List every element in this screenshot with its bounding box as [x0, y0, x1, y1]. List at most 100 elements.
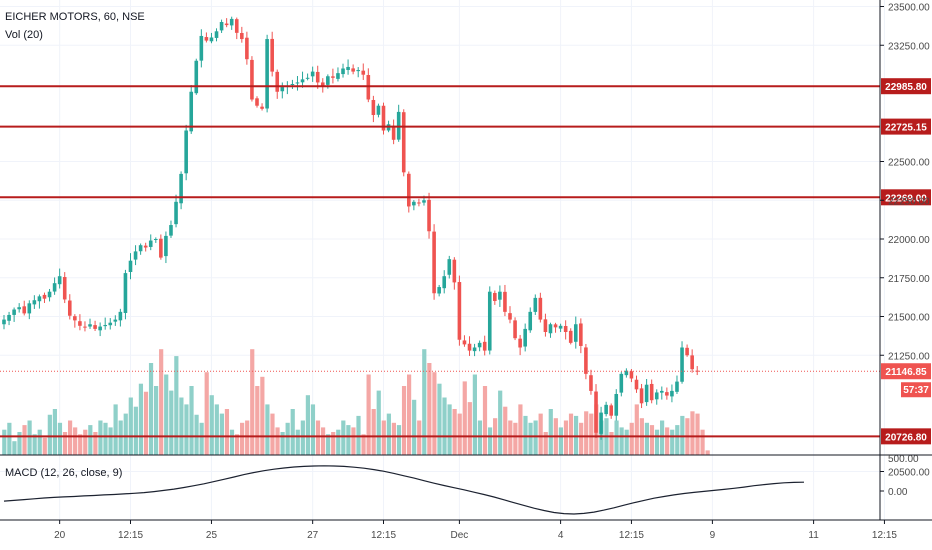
candle-body — [660, 390, 664, 393]
volume-bars — [2, 349, 710, 455]
candle-body — [553, 324, 558, 328]
candle-body — [234, 19, 239, 33]
volume-bar — [584, 411, 589, 455]
volume-bar — [675, 425, 680, 455]
volume-bar — [366, 374, 371, 455]
volume-bar — [568, 413, 574, 455]
volume-bar — [73, 427, 78, 455]
time-tick-label: 11 — [808, 530, 819, 541]
candle-body — [138, 245, 143, 252]
volume-bar — [660, 420, 665, 455]
candle-body — [361, 70, 366, 75]
volume-bar — [361, 434, 366, 455]
candle-body — [78, 321, 82, 326]
candle-body — [245, 37, 249, 60]
candle-body — [52, 283, 57, 292]
candle-body — [472, 347, 477, 352]
candle-body — [609, 405, 613, 416]
candle-body — [579, 323, 583, 346]
macd-tick-label: 0.00 — [888, 487, 908, 498]
volume-bar — [508, 420, 513, 455]
candle-body — [447, 259, 452, 275]
volume-bar — [543, 432, 548, 455]
candle-body — [680, 347, 684, 382]
candle-body — [619, 373, 624, 393]
volume-bar — [52, 409, 57, 455]
time-tick-label: 12:15 — [118, 530, 143, 541]
volume-bar — [67, 420, 73, 455]
volume-bar — [305, 395, 310, 455]
candle-body — [685, 347, 689, 356]
candle-body — [148, 240, 153, 247]
candle-body — [336, 73, 340, 79]
price-tick-label: 22000.00 — [888, 235, 930, 246]
volume-bar — [417, 420, 422, 455]
volume-bar — [427, 363, 432, 455]
candle-body — [27, 303, 32, 314]
volume-bar — [548, 409, 553, 455]
candle-body — [356, 70, 360, 72]
candle-body — [108, 322, 113, 326]
volume-bar — [265, 404, 270, 455]
volume-bar — [422, 349, 427, 455]
support-resistance-lines: 22985.80 22725.15 22269.00 20726.80 21146.85… — [0, 78, 931, 445]
candle-body — [331, 76, 335, 78]
volume-bar — [614, 420, 619, 455]
volume-bar — [234, 434, 240, 455]
volume-bar — [108, 427, 113, 455]
countdown-tag — [901, 382, 931, 398]
candle-body — [199, 35, 204, 61]
volume-bar — [563, 420, 569, 455]
level-price-label: 22269.00 — [885, 193, 927, 204]
candle-body — [670, 390, 674, 397]
candle-body — [37, 296, 42, 302]
volume-bar — [83, 429, 88, 455]
volume-bar — [503, 406, 508, 455]
level-price-tag — [881, 78, 931, 95]
volume-bar — [240, 422, 245, 455]
candle-body — [493, 292, 497, 301]
volume-bar — [229, 429, 235, 455]
candle-body — [42, 294, 47, 299]
candle-body — [452, 259, 457, 283]
price-tick-label: 21750.00 — [888, 274, 930, 285]
last-price-label: 21146.85 — [885, 367, 927, 378]
volume-bar — [37, 429, 42, 455]
candle-body — [179, 173, 183, 204]
price-tick-label: 22500.00 — [888, 158, 930, 169]
volume-bar — [457, 413, 462, 455]
volume-bar — [320, 427, 326, 455]
candle-body — [584, 347, 588, 374]
candle-body — [346, 66, 350, 70]
volume-bar — [189, 386, 194, 455]
volume-bar — [12, 441, 17, 455]
volume-bar — [255, 386, 260, 455]
candle-body — [32, 300, 37, 305]
volume-bar — [351, 427, 356, 455]
price-tick-label: 22250.00 — [888, 196, 930, 207]
candle-body — [62, 277, 67, 300]
volume-bar — [326, 434, 331, 455]
candle-body — [73, 316, 77, 321]
candle-body — [351, 68, 355, 72]
volume-bar — [290, 409, 295, 455]
candle-body — [22, 306, 27, 314]
candle-body — [639, 388, 644, 404]
candle-body — [427, 199, 431, 232]
candle-body — [594, 391, 598, 433]
candle-body — [695, 370, 700, 372]
volume-bar — [705, 450, 710, 455]
candle-body — [498, 291, 502, 300]
volume-bar — [209, 395, 214, 455]
candle-body — [422, 200, 426, 203]
candle-body — [113, 319, 118, 322]
macd-line — [3, 465, 805, 515]
volume-bar — [138, 383, 144, 455]
volume-bar — [123, 413, 128, 455]
candle-body — [477, 342, 482, 348]
candle-body — [88, 324, 92, 327]
candle-body — [250, 59, 254, 100]
candle-body — [568, 330, 573, 343]
